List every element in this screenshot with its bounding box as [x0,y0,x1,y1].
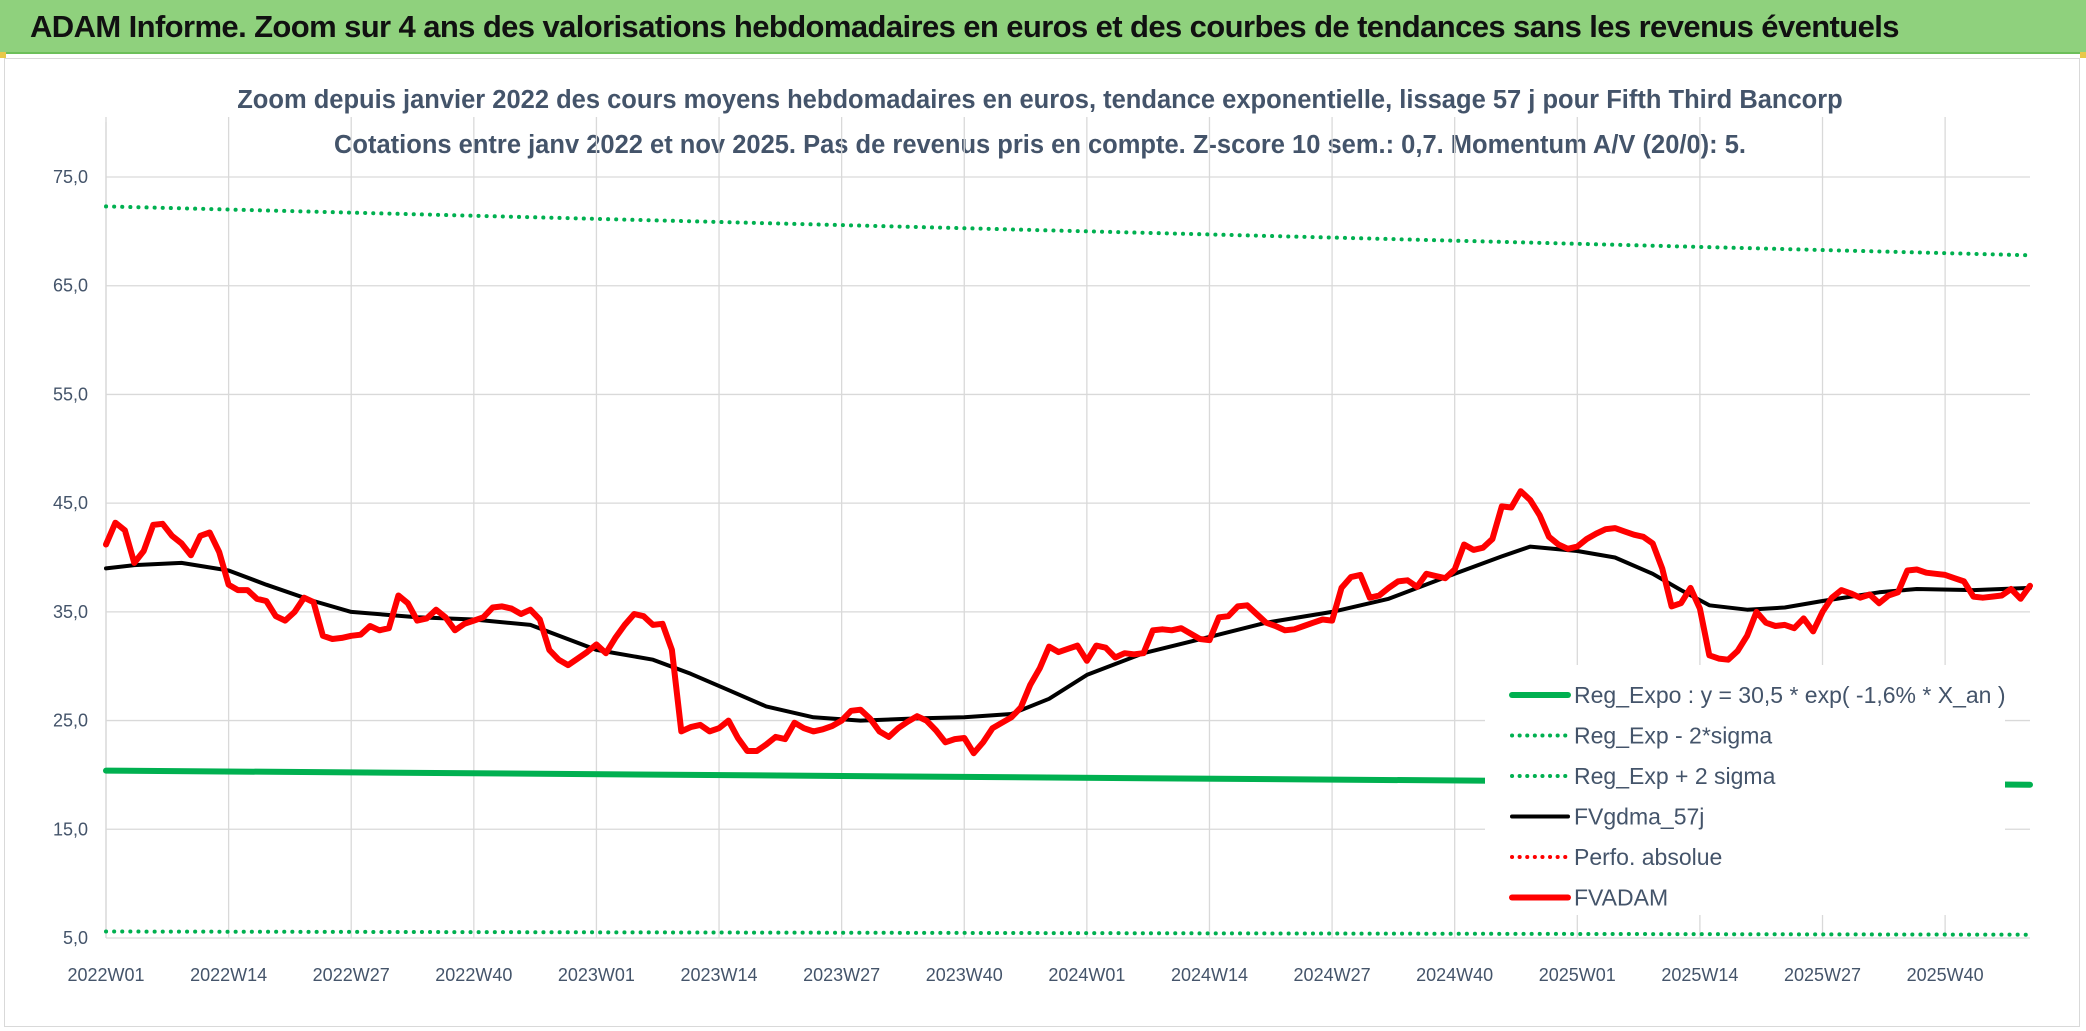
y-tick-label: 15,0 [53,819,88,839]
x-tick-label: 2024W14 [1171,965,1248,985]
legend-label: Perfo. absolue [1574,844,1722,870]
y-tick-label: 25,0 [53,711,88,731]
x-tick-label: 2022W14 [190,965,267,985]
y-tick-label: 65,0 [53,276,88,296]
legend-label: Reg_Exp - 2*sigma [1574,723,1772,749]
series-line-5 [103,488,2033,757]
x-tick-label: 2022W40 [435,965,512,985]
x-tick-label: 2025W27 [1784,965,1861,985]
grid-layer [105,117,2030,939]
series-line-2 [104,204,2032,258]
y-tick-label: 55,0 [53,384,88,404]
series-line-1 [104,929,2032,937]
report-banner: ADAM Informe. Zoom sur 4 ans des valoris… [0,0,2086,54]
chart-frame [4,58,2080,1027]
chart-subtitle: Cotations entre janv 2022 et nov 2025. P… [334,131,1746,159]
chart-title: Zoom depuis janvier 2022 des cours moyen… [237,86,1843,114]
banner-corner-left [0,52,6,58]
x-tick-label: 2025W01 [1539,965,1616,985]
x-tick-label: 2022W01 [67,965,144,985]
legend: Reg_Expo : y = 30,5 * exp( -1,6% * X_an … [1485,665,2006,915]
axis-layer: 75,0 65,0 55,0 45,0 35,0 25,0 15,0 5,0 2022W01 20… [53,167,1984,985]
x-tick-label: 2023W27 [803,965,880,985]
x-tick-label: 2024W27 [1294,965,1371,985]
legend-label: Reg_Exp + 2 sigma [1574,763,1776,789]
report-title: ADAM Informe. Zoom sur 4 ans des valoris… [30,9,1900,44]
x-tick-label: 2024W40 [1416,965,1493,985]
legend-background [1485,665,2005,915]
x-tick-label: 2025W14 [1661,965,1738,985]
x-tick-label: 2023W40 [926,965,1003,985]
series-layer [103,204,2033,937]
y-tick-label: 35,0 [53,602,88,622]
x-tick-label: 2024W01 [1048,965,1125,985]
y-tick-label: 45,0 [53,493,88,513]
series-line-3 [104,544,2032,723]
legend-label: FVADAM [1574,885,1668,911]
x-tick-label: 2022W27 [313,965,390,985]
x-tick-label: 2023W01 [558,965,635,985]
y-tick-label: 75,0 [53,167,88,187]
y-tick-label: 5,0 [63,928,88,948]
banner-corner-right [2080,52,2086,58]
x-tick-label: 2025W40 [1907,965,1984,985]
x-tick-label: 2023W14 [681,965,758,985]
legend-label: Reg_Expo : y = 30,5 * exp( -1,6% * X_an … [1574,682,2006,708]
legend-label: FVgdma_57j [1574,804,1704,830]
